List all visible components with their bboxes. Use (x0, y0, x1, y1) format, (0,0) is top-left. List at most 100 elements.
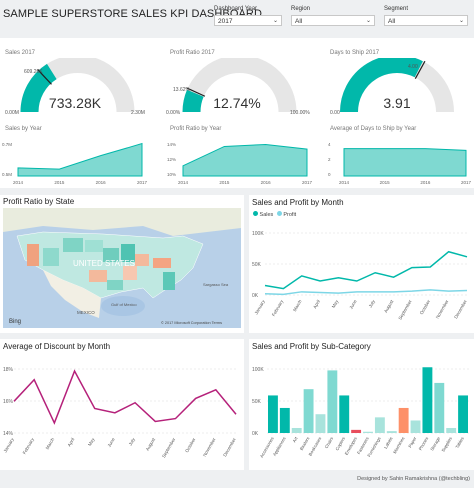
gauge-value: 12.74% (213, 95, 261, 111)
x-tick-label: March (45, 437, 56, 451)
discount-month-panel: Average of Discount by Month 18% 16% 14% Ja… (0, 339, 244, 470)
chart-title: Sales and Profit by Sub-Category (252, 342, 371, 351)
gauge-marker-label: 609.26K (24, 69, 43, 75)
x-tick-label: 2017 (137, 180, 148, 185)
x-tick-label: Machines (392, 436, 406, 454)
x-tick-label: July (128, 436, 137, 446)
x-tick-label: 2017 (302, 180, 313, 185)
x-tick-label: Copiers (334, 436, 346, 451)
country-label: UNITED STATES (73, 259, 135, 268)
filter-dashboard-year[interactable]: Dashboard Year 2017 ⌄ (214, 6, 282, 26)
gauge-marker-label: 13.62% (173, 87, 190, 93)
map-copyright[interactable]: © 2017 Microsoft Corporation Terms (161, 321, 222, 325)
x-tick-label: 2015 (54, 180, 65, 185)
region-dropdown[interactable]: All ⌄ (291, 15, 375, 26)
chevron-down-icon: ⌄ (272, 18, 278, 24)
sales-by-year-chart[interactable]: 2014 2015 2016 2017 0.7M 0.5M (0, 136, 150, 186)
legend-sales-dot (253, 211, 258, 216)
page-title: SAMPLE SUPERSTORE SALES KPI DASHBOARD (3, 8, 263, 20)
filter-label: Region (291, 6, 311, 12)
y-tick-label: 14% (167, 142, 176, 147)
bar (386, 431, 397, 433)
discount-month-chart[interactable]: 18% 16% 14%January February March April May Jun… (0, 351, 244, 469)
legend-profit-dot (276, 211, 282, 216)
bar (374, 417, 385, 433)
x-tick-label: May (331, 298, 340, 309)
gauge-max: 100.00% (290, 110, 310, 116)
x-tick-label: June (107, 437, 116, 448)
x-tick-label: April (67, 437, 76, 447)
profit-ratio-gauge[interactable] (172, 58, 307, 138)
profit-ratio-by-year-chart[interactable]: 2014 2015 2016 2017 14% 12% 10% (165, 136, 315, 186)
bar (303, 389, 314, 433)
x-tick-label: 2015 (380, 180, 391, 185)
x-tick-label: 2014 (339, 180, 350, 185)
segment-dropdown[interactable]: All ⌄ (384, 15, 468, 26)
sales-gauge[interactable] (10, 58, 145, 138)
y-tick-label: 50K (252, 262, 262, 268)
x-tick-label: 2016 (96, 180, 107, 185)
x-tick-label: Supplies (440, 436, 453, 453)
bar (268, 395, 278, 433)
y-tick-label: 50K (252, 399, 262, 405)
filter-region[interactable]: Region All ⌄ (291, 6, 375, 26)
x-tick-label: June (348, 299, 357, 310)
x-tick-label: September (397, 299, 413, 321)
gauge-max: 2.30M (131, 110, 145, 116)
x-tick-label: September (161, 437, 177, 459)
gauge-track (182, 58, 297, 113)
gauge-min: 0.00M (5, 110, 19, 116)
x-tick-label: 2014 (13, 180, 24, 185)
sales-profit-month-panel: Sales and Profit by Month Sales Profit 1… (249, 195, 474, 333)
bar (446, 427, 457, 433)
x-tick-label: February (271, 298, 285, 317)
bar (363, 431, 373, 433)
y-tick-label: 10% (167, 172, 176, 177)
y-tick-label: 100K (252, 367, 264, 373)
bing-logo: Bing (9, 319, 21, 325)
state-map[interactable]: UNITED STATES MEXICO Gulf of Mexico Sarg… (3, 208, 241, 328)
series-line (13, 369, 237, 425)
filter-segment[interactable]: Segment All ⌄ (384, 6, 468, 26)
bar (327, 370, 338, 433)
x-tick-label: 2017 (461, 180, 472, 185)
y-tick-label: 0.5M (2, 172, 12, 177)
chart-title: Average of Discount by Month (3, 342, 111, 351)
subcategory-panel: Sales and Profit by Sub-Category 100K 50K… (249, 339, 474, 470)
bar (351, 429, 362, 433)
x-tick-label: July (368, 298, 377, 308)
x-tick-label: May (87, 436, 96, 447)
gauge-fill (182, 89, 204, 113)
trend-title: Average of Days to Ship by Year (330, 126, 417, 132)
filter-label: Segment (384, 6, 409, 12)
days-to-ship-by-year-chart[interactable]: 2014 2015 2016 2017 4 2 0 (326, 136, 474, 186)
year-dropdown[interactable]: 2017 ⌄ (214, 15, 282, 26)
bar (339, 395, 350, 433)
gulf-label: Gulf of Mexico (111, 302, 137, 307)
x-tick-label: October (184, 437, 197, 454)
x-tick-label: 2016 (261, 180, 272, 185)
gauge-marker-label: 4.00 (408, 64, 418, 70)
x-tick-label: January (254, 298, 267, 315)
sargasso-label: Sargasso Sea (203, 282, 229, 287)
x-tick-label: Tables (454, 436, 465, 449)
gauge-title: Sales 2017 (5, 50, 36, 56)
trend-area (182, 143, 308, 177)
bar (291, 427, 302, 433)
y-tick-label: 0K (252, 293, 259, 299)
y-tick-label: 14% (3, 431, 14, 437)
bar (315, 414, 326, 433)
days-to-ship-gauge[interactable] (338, 58, 456, 138)
gauge-target-marker (37, 69, 52, 85)
bar (398, 407, 409, 433)
trend-area (17, 142, 143, 177)
x-tick-label: Chairs (324, 436, 335, 449)
x-tick-label: August (145, 436, 157, 451)
x-tick-label: January (3, 436, 16, 453)
gauge-target-marker (414, 60, 426, 79)
y-tick-label: 4 (328, 142, 331, 147)
x-tick-label: 2014 (178, 180, 189, 185)
y-tick-label: 0 (328, 172, 331, 177)
